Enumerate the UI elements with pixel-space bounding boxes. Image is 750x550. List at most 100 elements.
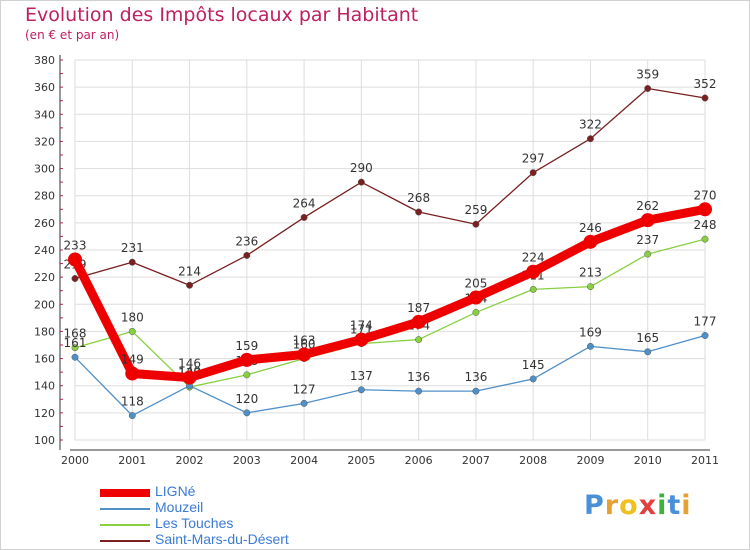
- data-label-3: 205: [464, 277, 487, 291]
- logo-letter: P: [584, 490, 605, 521]
- data-label-2: 136: [464, 370, 487, 384]
- data-point-3: [640, 213, 655, 228]
- data-label-0: 352: [694, 77, 717, 91]
- data-point-3: [182, 370, 197, 385]
- data-point-1: [701, 235, 709, 243]
- data-label-0: 259: [464, 203, 487, 217]
- y-tick-label: 160: [34, 353, 55, 366]
- x-tick-label: 2003: [233, 454, 261, 467]
- data-point-1: [472, 308, 480, 316]
- data-point-0: [186, 281, 193, 289]
- data-label-3: 174: [350, 319, 373, 333]
- legend-swatch-ligne: [100, 489, 150, 497]
- y-tick-label: 320: [34, 135, 55, 148]
- data-point-2: [644, 348, 652, 356]
- data-point-3: [526, 264, 541, 279]
- data-label-0: 290: [350, 161, 373, 175]
- logo-letter: x: [638, 490, 658, 521]
- proxiti-logo: Proxiti: [584, 490, 692, 521]
- y-tick-label: 300: [34, 163, 55, 176]
- data-label-2: 145: [522, 358, 545, 372]
- data-point-3: [125, 366, 140, 381]
- x-tick-label: 2002: [176, 454, 204, 467]
- data-point-3: [411, 314, 426, 329]
- logo-letter: i: [681, 490, 692, 521]
- data-label-0: 297: [522, 152, 545, 166]
- logo-letter: o: [619, 490, 639, 521]
- data-label-3: 270: [694, 188, 717, 202]
- data-label-0: 359: [636, 68, 659, 82]
- data-point-0: [243, 251, 251, 259]
- data-label-2: 165: [636, 331, 659, 345]
- y-tick-label: 120: [34, 407, 55, 420]
- data-label-1: 213: [579, 266, 602, 280]
- data-point-1: [415, 336, 423, 344]
- data-label-3: 224: [522, 251, 545, 265]
- data-point-3: [297, 347, 312, 362]
- data-point-1: [587, 283, 594, 291]
- legend-swatch-mouzeil: [100, 508, 150, 510]
- data-point-2: [415, 387, 423, 395]
- data-point-2: [243, 409, 251, 417]
- legend-label-les-touches: Les Touches: [155, 515, 234, 531]
- chart-subtitle: (en € et par an): [25, 28, 120, 42]
- x-tick-label: 2009: [576, 454, 604, 467]
- x-tick-label: 2006: [405, 454, 433, 467]
- legend-item-saint-mars: Saint-Mars-du-Désert: [100, 531, 400, 550]
- chart-legend: LIGNé Mouzeil Les Touches Saint-Mars-du-…: [100, 483, 400, 550]
- x-tick-label: 2007: [462, 454, 490, 467]
- data-point-2: [357, 386, 365, 394]
- y-tick-label: 100: [34, 434, 55, 447]
- data-label-3: 246: [579, 221, 602, 235]
- data-label-2: 169: [579, 325, 602, 339]
- data-point-1: [71, 344, 79, 352]
- data-label-1: 237: [636, 233, 659, 247]
- data-point-0: [644, 85, 652, 92]
- y-tick-label: 200: [34, 298, 55, 311]
- chart-title: Evolution des Impôts locaux par Habitant: [25, 4, 419, 26]
- data-point-1: [243, 371, 251, 379]
- legend-item-ligne: LIGNé: [100, 483, 400, 502]
- data-point-0: [357, 178, 365, 186]
- logo-letter: t: [667, 490, 682, 521]
- data-label-1: 248: [694, 218, 717, 232]
- data-point-3: [583, 234, 598, 249]
- data-point-3: [68, 252, 82, 267]
- data-point-1: [529, 285, 537, 293]
- y-tick-label: 360: [34, 81, 55, 94]
- x-tick-label: 2000: [61, 454, 89, 467]
- data-point-0: [415, 208, 423, 216]
- legend-label-saint-mars: Saint-Mars-du-Désert: [155, 531, 289, 547]
- x-tick-label: 2010: [634, 454, 662, 467]
- data-label-2: 120: [235, 392, 258, 406]
- legend-swatch-saint-mars: [100, 540, 150, 542]
- data-point-2: [71, 353, 79, 361]
- logo-letter: i: [657, 490, 668, 521]
- data-label-3: 163: [293, 334, 316, 348]
- data-point-0: [300, 213, 308, 221]
- data-label-3: 159: [235, 339, 258, 353]
- series-line-2: [74, 334, 706, 417]
- data-point-2: [529, 375, 537, 383]
- y-tick-label: 380: [34, 54, 55, 67]
- data-label-2: 137: [350, 369, 373, 383]
- data-point-2: [472, 387, 480, 395]
- x-tick-label: 2011: [691, 454, 719, 467]
- data-point-0: [71, 275, 79, 282]
- data-point-2: [701, 332, 709, 339]
- data-point-0: [529, 169, 537, 177]
- data-label-3: 233: [64, 239, 87, 253]
- data-point-0: [701, 94, 709, 102]
- data-point-1: [644, 250, 652, 258]
- data-label-3: 149: [121, 353, 144, 367]
- data-label-0: 264: [293, 196, 316, 210]
- data-label-1: 168: [64, 327, 87, 341]
- x-tick-label: 2001: [118, 454, 146, 467]
- data-point-3: [468, 290, 483, 305]
- data-point-2: [128, 412, 136, 420]
- data-label-3: 262: [636, 199, 659, 213]
- y-tick-label: 280: [34, 190, 55, 203]
- data-point-1: [128, 327, 136, 335]
- data-point-3: [698, 202, 712, 217]
